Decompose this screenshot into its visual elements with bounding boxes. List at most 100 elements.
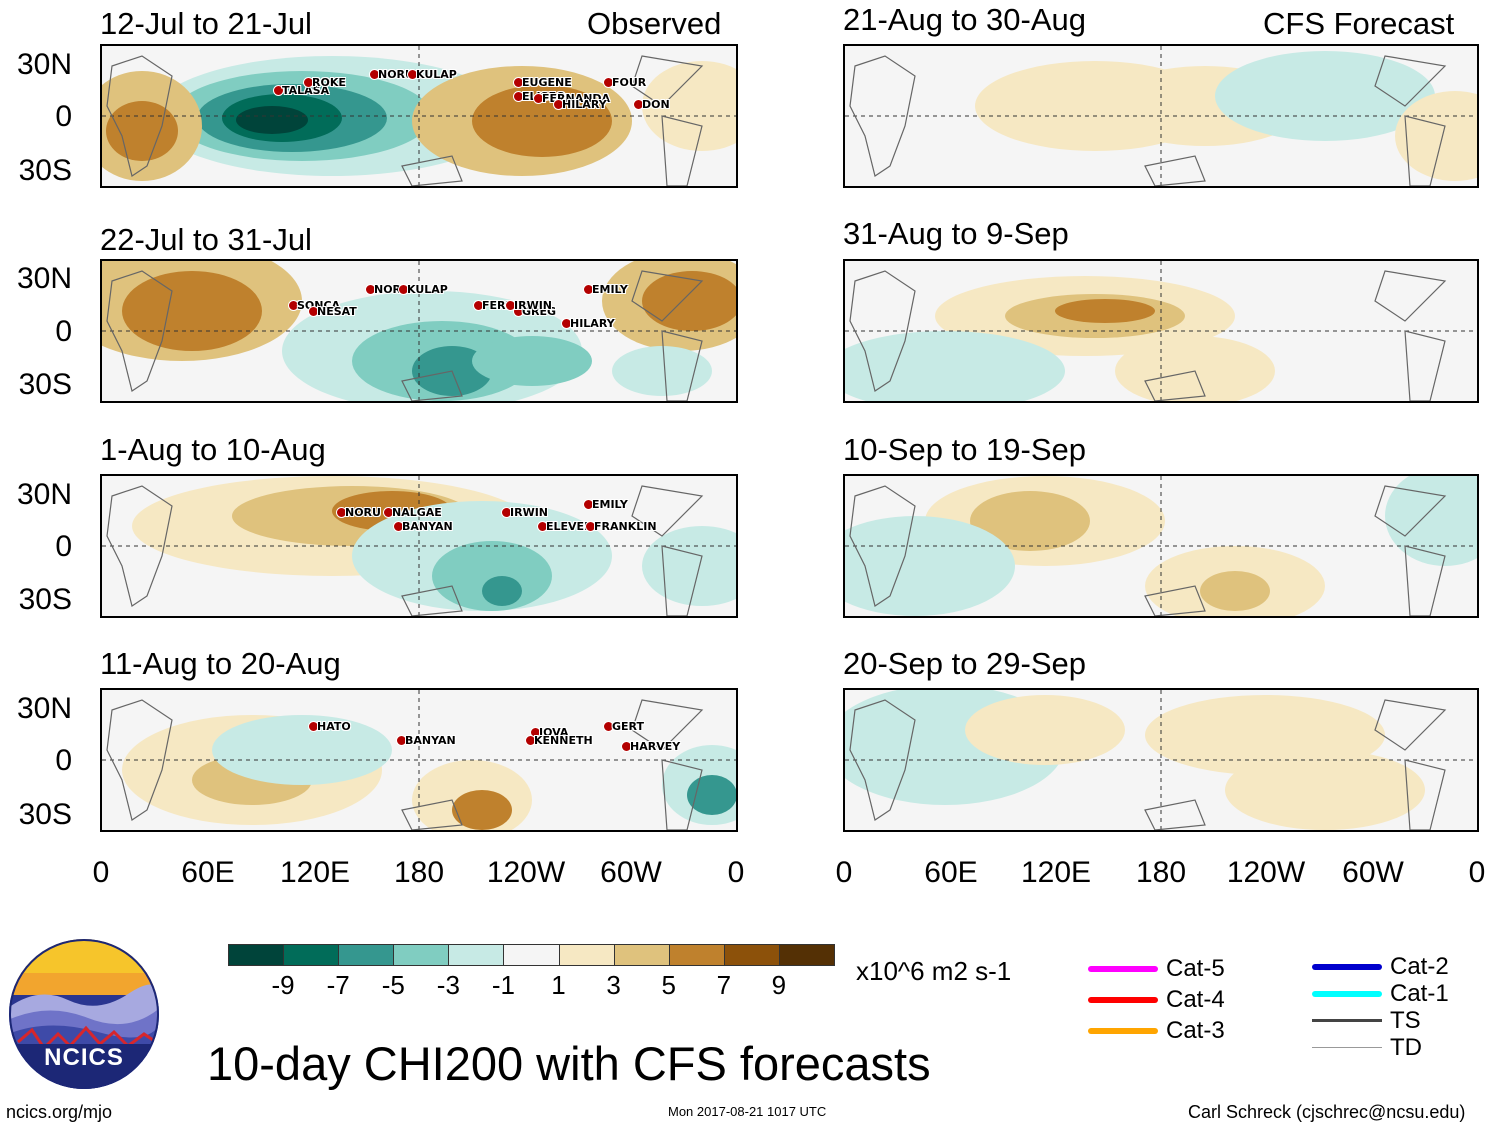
y-tick-0-1: 0	[55, 100, 72, 133]
footer-timestamp: Mon 2017-08-21 1017 UTC	[668, 1104, 827, 1119]
x-tick-left-0: 0	[92, 856, 110, 889]
colorbar-swatch	[393, 944, 450, 966]
x-tick-left-60w: 60W	[600, 856, 662, 889]
colorbar-tick-label: -7	[326, 970, 350, 1000]
ncics-logo: NCICS	[8, 938, 160, 1090]
footer-url[interactable]: ncics.org/mjo	[6, 1102, 113, 1122]
anomaly-contour	[122, 271, 262, 351]
coastline	[661, 759, 703, 830]
colorbar-tick-label: -5	[381, 970, 405, 1000]
coastline	[1144, 370, 1206, 401]
colorbar-labels: -9 -7 -5 -3 -1 1 3 5 7 9	[228, 972, 834, 1002]
map-panel-obs-4: HATO BANYAN JOVA KENNETH GERT HARVEY	[100, 688, 738, 832]
storm-marker	[513, 91, 524, 102]
colorbar-swatch	[613, 944, 670, 966]
colorbar-tick-label: -1	[491, 970, 516, 1000]
y-tick-30n-1: 30N	[16, 48, 72, 81]
storm-label: NALGAE	[392, 506, 442, 519]
panel-title-fcst-4: 20-Sep to 29-Sep	[843, 646, 1087, 681]
colorbar-tick-label: 9	[771, 970, 787, 1000]
anomaly-contour	[642, 61, 736, 151]
coastline	[849, 55, 916, 177]
ts-label: TS	[1390, 1007, 1421, 1034]
storm-marker	[585, 521, 596, 532]
cat1-label: Cat-1	[1390, 980, 1449, 1007]
colorbar-tick-label: 1	[551, 970, 566, 1000]
coastline	[631, 485, 704, 537]
anomaly-contour	[1215, 51, 1435, 141]
colorbar	[228, 944, 835, 968]
storm-label: EMILY	[592, 283, 628, 296]
storm-marker	[393, 521, 404, 532]
cat3-label: Cat-3	[1166, 1017, 1225, 1044]
coastline	[401, 799, 463, 830]
anomaly-contour	[642, 271, 736, 331]
anomaly-contour	[236, 106, 308, 134]
coastline	[1144, 585, 1206, 616]
cat1-swatch	[1312, 991, 1382, 997]
panel-title-fcst-3: 10-Sep to 19-Sep	[843, 432, 1087, 467]
storm-marker	[336, 507, 347, 518]
observed-label: Observed	[587, 6, 722, 41]
anomaly-contour	[612, 346, 712, 396]
storm-label: FERNANDA	[482, 299, 550, 312]
y-tick-30s-3: 30S	[18, 583, 72, 616]
anomaly-contour	[452, 790, 512, 830]
storm-label: TALASA	[282, 84, 330, 97]
storm-marker	[273, 85, 284, 96]
coastline	[661, 115, 703, 186]
anomaly-field	[102, 476, 736, 616]
storm-label: HILARY	[570, 317, 615, 330]
y-tick-30s-2: 30S	[18, 368, 72, 401]
storm-label: KULAP	[416, 68, 457, 81]
colorbar-tick-label: 5	[661, 970, 676, 1000]
storm-label: GERT	[612, 720, 645, 733]
colorbar-swatch	[723, 944, 780, 966]
anomaly-contour	[845, 516, 1015, 616]
x-tick-left-180: 180	[393, 856, 445, 889]
coastline	[849, 699, 916, 821]
main-title: 10-day CHI200 with CFS forecasts	[207, 1037, 931, 1090]
storm-label: NESAT	[317, 305, 357, 318]
coastline	[106, 270, 173, 392]
anomaly-field	[845, 46, 1477, 186]
anomaly-contour	[1395, 91, 1477, 181]
coastline	[1404, 330, 1446, 401]
map-panel-fcst-1	[843, 44, 1479, 188]
storm-label: GREG	[522, 305, 557, 318]
y-tick-0-4: 0	[55, 744, 72, 777]
x-tick-right-120w: 120W	[1226, 856, 1306, 889]
anomaly-field	[102, 261, 736, 401]
coastline	[1144, 155, 1206, 186]
storm-marker	[501, 507, 512, 518]
colorbar-swatch	[283, 944, 340, 966]
storm-marker	[603, 77, 614, 88]
logo-text: NCICS	[44, 1044, 124, 1071]
x-tick-left-120e: 120E	[279, 856, 351, 889]
td-label: TD	[1390, 1034, 1422, 1061]
cat5-label: Cat-5	[1166, 955, 1225, 982]
footer-credit: Carl Schreck (cjschrec@ncsu.edu)	[1188, 1102, 1466, 1122]
y-tick-30n-2: 30N	[16, 262, 72, 295]
colorbar-swatch	[228, 944, 285, 966]
anomaly-contour	[106, 101, 178, 161]
anomaly-contour	[970, 491, 1090, 551]
storm-marker	[533, 93, 544, 104]
anomaly-field	[102, 46, 736, 186]
x-tick-right-180: 180	[1135, 856, 1187, 889]
storm-marker	[365, 284, 376, 295]
coastline	[1374, 55, 1447, 107]
storm-marker	[383, 507, 394, 518]
y-tick-0-3: 0	[55, 530, 72, 563]
colorbar-tick-label: -3	[436, 970, 460, 1000]
colorbar-swatch	[503, 944, 560, 966]
colorbar-tick-label: -9	[271, 970, 295, 1000]
coastline	[1374, 699, 1447, 751]
units-label: x10^6 m2 s-1	[856, 956, 1012, 986]
storm-label: EMILY	[592, 498, 628, 511]
cat2-swatch	[1312, 964, 1382, 970]
storm-marker	[473, 300, 484, 311]
storm-label: IRWIN	[510, 506, 548, 519]
storm-marker	[396, 735, 407, 746]
storm-marker	[398, 284, 409, 295]
